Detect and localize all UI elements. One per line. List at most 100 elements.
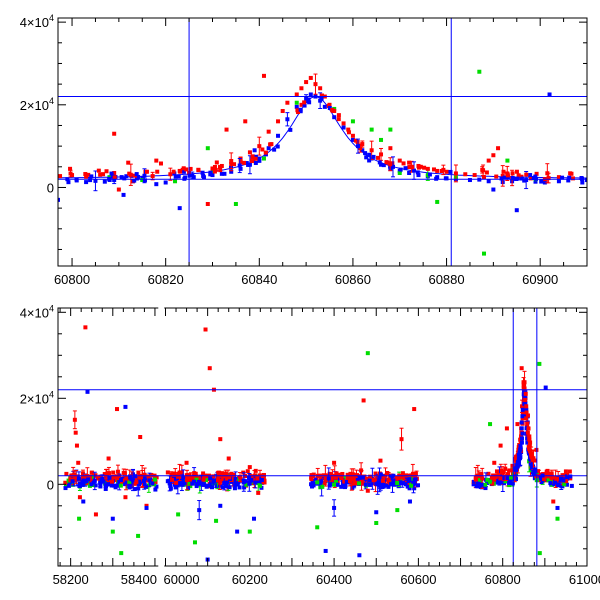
data-point-red bbox=[207, 366, 212, 371]
data-point-blue bbox=[179, 482, 184, 487]
data-point-blue bbox=[499, 176, 504, 181]
data-point-blue bbox=[119, 175, 124, 180]
data-point-blue bbox=[407, 499, 412, 504]
data-point-green bbox=[537, 361, 542, 366]
y-tick-label: 4×104 bbox=[20, 13, 54, 30]
data-point-red bbox=[510, 171, 515, 176]
data-point-blue bbox=[519, 420, 524, 425]
y-tick-label-exp: 4 bbox=[49, 303, 54, 313]
data-point-red bbox=[323, 476, 328, 481]
data-point-blue bbox=[377, 476, 382, 481]
data-point-red bbox=[515, 422, 520, 427]
y-tick-label-exp: 4 bbox=[49, 389, 54, 399]
x-tick-label: 58200 bbox=[53, 572, 89, 587]
data-point-red bbox=[104, 169, 109, 174]
y-tick-label: 4×104 bbox=[20, 303, 54, 320]
data-point-blue bbox=[556, 179, 561, 184]
data-point-red bbox=[110, 474, 115, 479]
data-point-blue bbox=[548, 481, 553, 486]
data-point-red bbox=[554, 478, 559, 483]
data-point-blue bbox=[304, 96, 309, 101]
data-point-red bbox=[74, 443, 79, 448]
data-point-red bbox=[121, 470, 126, 475]
data-point-blue bbox=[522, 178, 527, 183]
data-point-red bbox=[101, 172, 106, 177]
data-point-red bbox=[72, 477, 77, 482]
data-point-green bbox=[146, 483, 151, 488]
data-point-blue bbox=[391, 478, 396, 483]
data-point-red bbox=[76, 460, 81, 465]
data-point-blue bbox=[568, 474, 573, 479]
data-point-blue bbox=[165, 479, 170, 484]
data-point-blue bbox=[518, 447, 523, 452]
axis-break-gap-bottom bbox=[158, 565, 165, 567]
data-point-blue bbox=[531, 472, 536, 477]
data-point-green bbox=[136, 533, 141, 538]
data-point-red bbox=[115, 469, 120, 474]
data-point-green bbox=[119, 551, 124, 556]
data-point-blue bbox=[247, 481, 252, 486]
data-point-blue bbox=[218, 503, 223, 508]
data-point-red bbox=[98, 172, 103, 177]
data-point-blue bbox=[555, 505, 560, 510]
data-point-red bbox=[534, 171, 539, 176]
data-point-red bbox=[496, 146, 501, 151]
data-point-blue bbox=[313, 477, 318, 482]
data-point-red bbox=[212, 164, 217, 169]
data-point-red bbox=[299, 102, 304, 107]
data-point-red bbox=[224, 127, 229, 132]
data-point-green bbox=[477, 478, 482, 483]
data-point-red bbox=[363, 477, 368, 482]
data-point-red bbox=[192, 471, 197, 476]
data-point-blue bbox=[93, 178, 98, 183]
data-point-blue bbox=[327, 106, 332, 111]
data-point-blue bbox=[519, 436, 524, 441]
data-point-red bbox=[123, 495, 128, 500]
data-point-blue bbox=[288, 127, 293, 132]
data-point-blue bbox=[539, 179, 544, 184]
data-point-red bbox=[218, 437, 223, 442]
data-point-blue bbox=[360, 475, 365, 480]
data-point-red bbox=[528, 176, 533, 181]
data-point-blue bbox=[136, 481, 141, 486]
data-point-blue bbox=[154, 182, 159, 187]
data-point-blue bbox=[528, 173, 533, 178]
data-point-blue bbox=[214, 484, 219, 489]
data-point-red bbox=[134, 480, 139, 485]
data-point-red bbox=[188, 476, 193, 481]
data-point-blue bbox=[276, 133, 281, 138]
data-point-blue bbox=[58, 197, 60, 202]
data-point-blue bbox=[89, 482, 94, 487]
data-point-red bbox=[569, 171, 574, 176]
data-point-blue bbox=[109, 171, 114, 176]
data-point-red bbox=[93, 512, 98, 517]
data-point-blue bbox=[519, 440, 524, 445]
data-point-red bbox=[336, 113, 341, 118]
data-point-blue bbox=[207, 483, 212, 488]
data-point-red bbox=[332, 460, 337, 465]
data-point-red bbox=[342, 479, 347, 484]
data-point-blue bbox=[233, 481, 238, 486]
data-point-blue bbox=[173, 174, 178, 179]
data-point-red bbox=[172, 471, 177, 476]
data-point-blue bbox=[77, 484, 82, 489]
data-point-green bbox=[546, 478, 551, 483]
data-point-red bbox=[549, 475, 554, 480]
data-point-blue bbox=[388, 482, 393, 487]
data-point-red bbox=[490, 481, 495, 486]
data-point-blue bbox=[326, 476, 331, 481]
data-point-red bbox=[112, 171, 117, 175]
data-point-red bbox=[250, 155, 255, 160]
data-point-blue bbox=[403, 482, 408, 487]
data-point-red bbox=[184, 473, 189, 478]
y-tick-label: 0 bbox=[47, 477, 54, 492]
data-point-blue bbox=[142, 476, 147, 481]
data-point-blue bbox=[407, 486, 412, 491]
data-point-green bbox=[188, 484, 193, 489]
data-point-red bbox=[184, 167, 189, 172]
data-point-red bbox=[241, 160, 246, 165]
data-point-blue bbox=[518, 444, 523, 449]
data-point-blue bbox=[128, 475, 133, 480]
data-point-red bbox=[379, 152, 384, 157]
data-point-green bbox=[140, 178, 145, 183]
